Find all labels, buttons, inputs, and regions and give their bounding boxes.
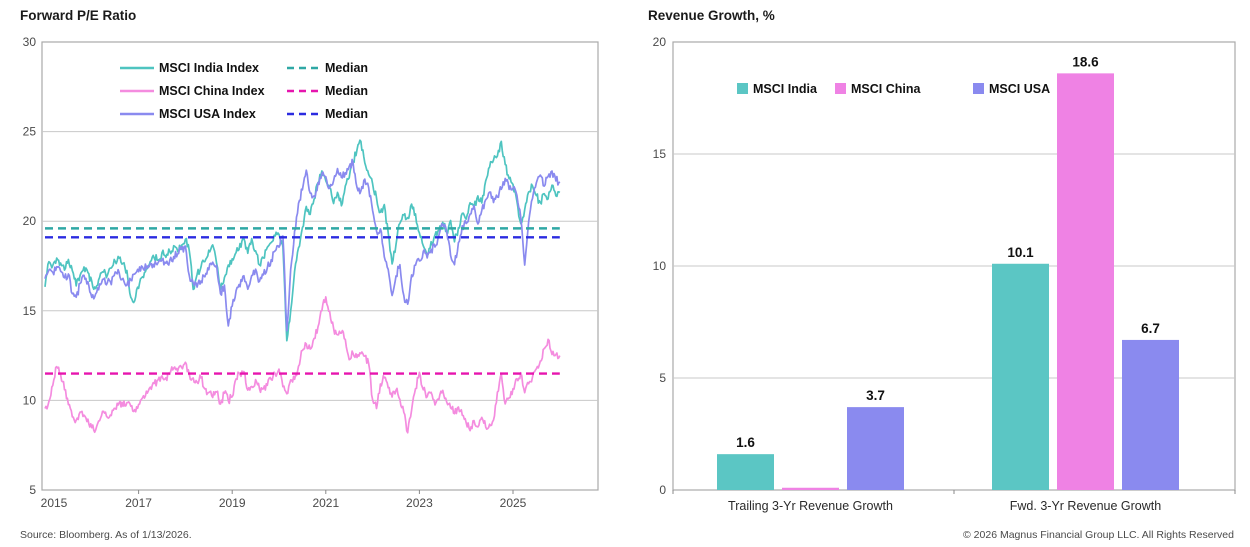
- y-tick-label: 0: [659, 483, 666, 497]
- bar-msci-china-trailing-3-yr-revenue-growth: [782, 487, 839, 490]
- legend-swatch: [835, 83, 846, 94]
- bar-msci-usa-trailing-3-yr-revenue-growth: [847, 407, 904, 490]
- bar-msci-usa-fwd-3-yr-revenue-growth: [1122, 339, 1179, 490]
- x-tick-label: 2025: [500, 496, 527, 510]
- y-tick-label: 10: [653, 259, 667, 273]
- legend-label: Median: [325, 107, 368, 121]
- y-tick-label: 20: [653, 35, 667, 49]
- bar-msci-india-trailing-3-yr-revenue-growth: [717, 454, 774, 490]
- y-tick-label: 20: [23, 214, 37, 228]
- bar-msci-china-fwd-3-yr-revenue-growth: [1057, 73, 1114, 491]
- legend-item-median-msci-usa-index: Median: [287, 107, 368, 121]
- line-msci-china-index: [44, 296, 561, 434]
- bar-msci-india-fwd-3-yr-revenue-growth: [992, 263, 1049, 490]
- legend-label: MSCI USA: [989, 82, 1050, 96]
- x-tick-label: 2019: [219, 496, 246, 510]
- legend-label: MSCI India: [753, 82, 818, 96]
- x-tick-label: 2023: [406, 496, 433, 510]
- legend-label: MSCI India Index: [159, 61, 259, 75]
- legend-label: MSCI USA Index: [159, 107, 256, 121]
- y-tick-label: 10: [23, 393, 37, 407]
- legend-swatch: [737, 83, 748, 94]
- legend-item-msci-usa-index: MSCI USA Index: [120, 107, 256, 121]
- legend-label: Median: [325, 61, 368, 75]
- legend-item-msci-china-index: MSCI China Index: [120, 84, 265, 98]
- y-tick-label: 5: [29, 483, 36, 497]
- category-label: Trailing 3-Yr Revenue Growth: [728, 499, 893, 513]
- legend-swatch: [973, 83, 984, 94]
- legend-label: Median: [325, 84, 368, 98]
- legend-label: MSCI China: [851, 82, 921, 96]
- bar-value-label: 3.7: [866, 388, 885, 403]
- plot-area: [41, 41, 599, 491]
- bar-value-label: 1.6: [736, 435, 755, 450]
- bar-value-label: 6.7: [1141, 321, 1160, 336]
- revenue-chart-title: Revenue Growth, %: [648, 8, 775, 23]
- y-tick-label: 15: [23, 304, 37, 318]
- bar-value-label: 10.1: [1007, 245, 1034, 260]
- legend-item-msci-usa: MSCI USA: [973, 82, 1050, 96]
- x-tick-label: 2015: [41, 496, 68, 510]
- y-tick-label: 15: [653, 147, 667, 161]
- source-note: Source: Bloomberg. As of 1/13/2026.: [20, 529, 192, 541]
- revenue-bar-chart: 0 5 10 15 20 1.6 3.7 Trailing 3-Yr Revenue Grow…: [653, 35, 1236, 513]
- x-tick-label: 2021: [312, 496, 339, 510]
- legend-item-msci-india: MSCI India: [737, 82, 818, 96]
- copyright-note: © 2026 Magnus Financial Group LLC. All R…: [963, 529, 1234, 541]
- legend-label: MSCI China Index: [159, 84, 265, 98]
- y-tick-label: 30: [23, 35, 37, 49]
- legend-item-median-msci-china-index: Median: [287, 84, 368, 98]
- bar-value-label: 18.6: [1072, 54, 1099, 69]
- y-tick-label: 5: [659, 371, 666, 385]
- x-tick-label: 2017: [125, 496, 152, 510]
- line-msci-usa-index: [44, 158, 561, 332]
- y-tick-label: 25: [23, 125, 37, 139]
- legend-item-median-msci-india-index: Median: [287, 61, 368, 75]
- pe-chart-title: Forward P/E Ratio: [20, 8, 137, 23]
- category-label: Fwd. 3-Yr Revenue Growth: [1010, 499, 1161, 513]
- legend-item-msci-india-index: MSCI India Index: [120, 61, 259, 75]
- legend-item-msci-china: MSCI China: [835, 82, 921, 96]
